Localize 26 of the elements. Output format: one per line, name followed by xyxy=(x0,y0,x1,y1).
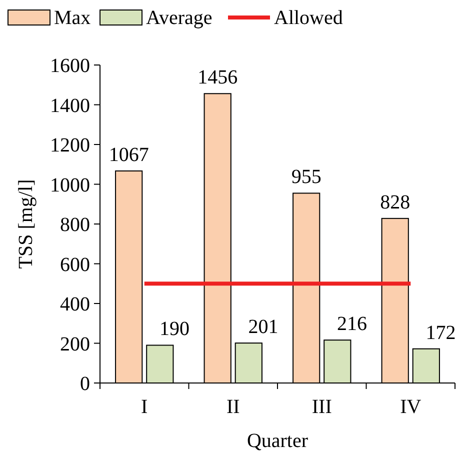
data-label: 201 xyxy=(248,316,278,338)
y-tick-label: 1200 xyxy=(50,134,90,156)
data-label: 190 xyxy=(160,318,190,340)
data-label: 828 xyxy=(380,191,410,214)
x-tick-label: II xyxy=(226,396,240,418)
y-tick-label: 1600 xyxy=(50,55,90,77)
legend-label: Average xyxy=(146,7,212,29)
y-tick-label: 200 xyxy=(60,333,90,356)
y-tick-label: 1000 xyxy=(50,174,90,196)
x-axis-title: Quarter xyxy=(246,430,308,452)
x-tick-label: IV xyxy=(400,396,422,418)
data-label: 955 xyxy=(291,166,322,188)
x-tick-label: III xyxy=(312,396,332,418)
data-label: 172 xyxy=(426,322,456,344)
y-tick-label: 800 xyxy=(60,214,90,236)
data-label: 216 xyxy=(337,313,368,336)
y-axis-title: TSS [mg/l] xyxy=(15,179,37,269)
legend-label: Max xyxy=(54,7,91,29)
data-label: 1067 xyxy=(108,144,149,166)
y-tick-label: 1400 xyxy=(50,94,90,117)
data-label: 1456 xyxy=(198,66,238,89)
legend-label: Allowed xyxy=(274,7,343,29)
x-tick-label: I xyxy=(141,396,148,418)
y-tick-label: 400 xyxy=(60,294,90,316)
y-tick-label: 600 xyxy=(60,254,90,276)
y-tick-label: 0 xyxy=(80,373,90,395)
